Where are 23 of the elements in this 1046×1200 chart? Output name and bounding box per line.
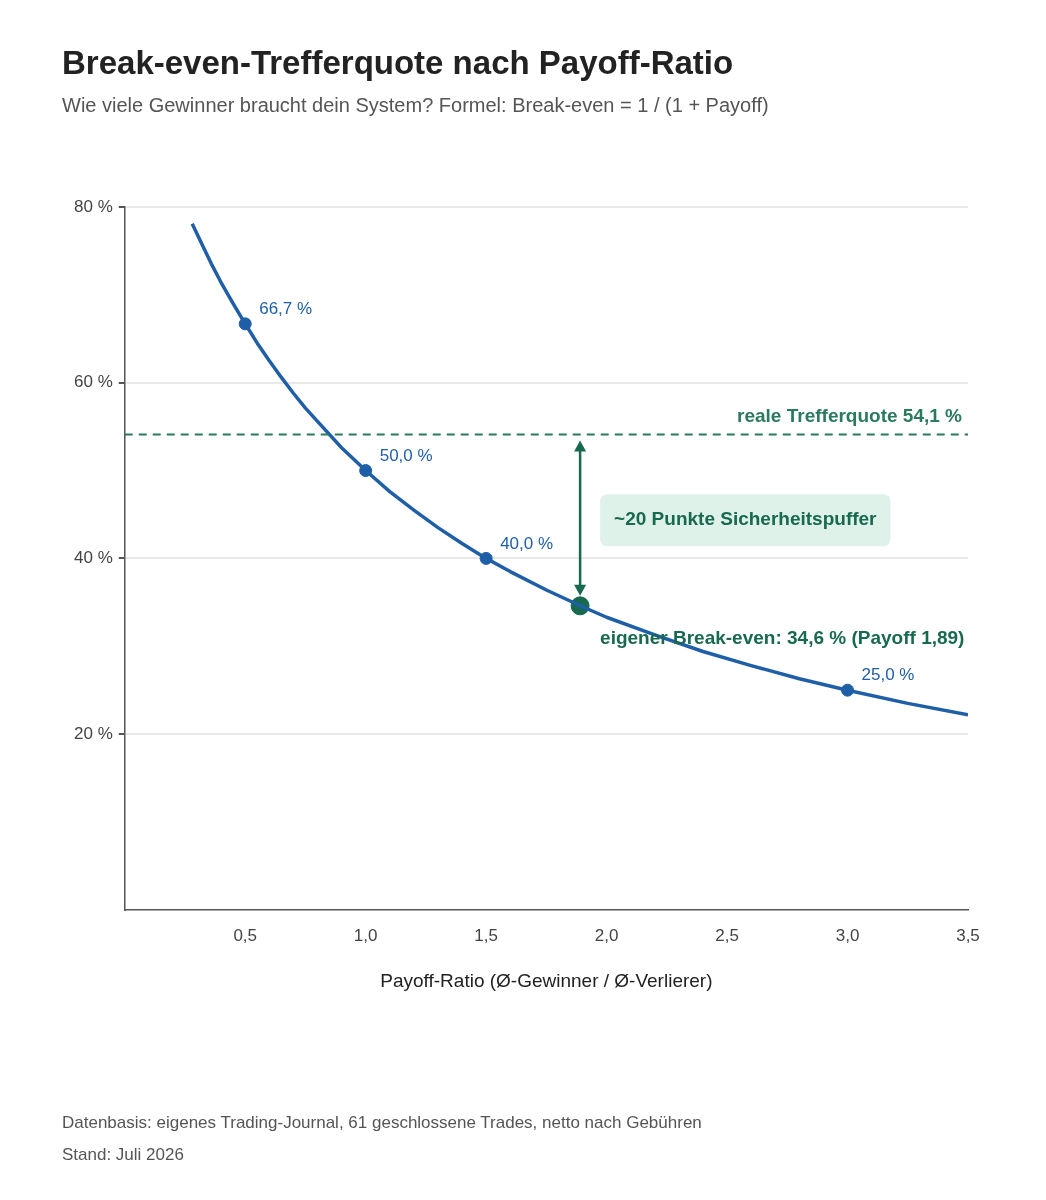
x-tick-label: 0,5 <box>233 925 258 945</box>
y-tick-label: 80 % <box>74 196 113 216</box>
y-tick-label: 20 % <box>74 723 113 743</box>
data-label: 25,0 % <box>861 665 915 685</box>
x-tick-label: 3,5 <box>956 925 980 945</box>
x-tick-label: 2,0 <box>594 925 619 945</box>
data-label: 50,0 % <box>379 445 433 465</box>
x-tick-label: 1,0 <box>353 925 378 945</box>
x-tick-label: 3,0 <box>835 925 860 945</box>
chart-subtitle: Wie viele Gewinner braucht dein System? Formel: Break-even = 1 / (1 + Payoff) <box>62 94 770 117</box>
text: Stand: Juli 2026 <box>62 1144 185 1166</box>
annotation: ~20 Punkte Sicherheitspuffer <box>614 508 878 530</box>
ref-line-label: reale Trefferquote 54,1 % <box>737 405 963 427</box>
x-tick-label: 1,5 <box>474 925 498 945</box>
chart-title: Break-even-Trefferquote nach Payoff-Ratio <box>62 44 735 82</box>
annotation: eigener Break-even: 34,6 % (Payoff 1,89) <box>600 627 965 649</box>
y-tick-label: 60 % <box>74 372 113 392</box>
text: Datenbasis: eigenes Trading-Journal, 61 geschlossene Trades, netto nach Gebühren <box>62 1112 703 1134</box>
data-label: 66,7 % <box>259 299 313 319</box>
x-tick-label: 2,5 <box>715 925 739 945</box>
x-axis-title: Payoff-Ratio (Ø-Gewinner / Ø-Verlierer) <box>380 969 713 991</box>
data-label: 40,0 % <box>500 533 554 553</box>
y-tick-label: 40 % <box>74 548 113 568</box>
